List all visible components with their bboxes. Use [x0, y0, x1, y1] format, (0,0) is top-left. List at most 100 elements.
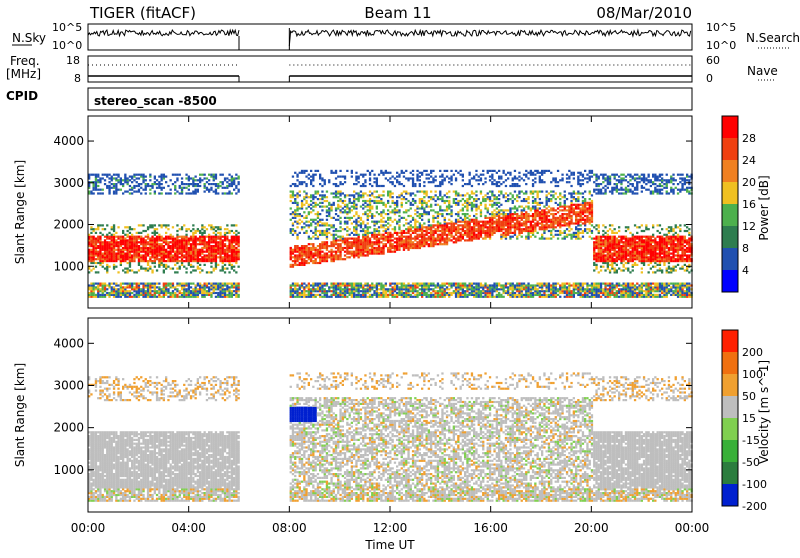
heatmap-cell [163, 174, 165, 176]
heatmap-cell [208, 258, 210, 260]
heatmap-cell [503, 172, 505, 174]
heatmap-cell [441, 224, 443, 226]
heatmap-cell [228, 239, 230, 241]
heatmap-cell [127, 226, 129, 228]
heatmap-cell [222, 239, 224, 241]
heatmap-cell [93, 192, 95, 194]
heatmap-cell [344, 209, 346, 211]
heatmap-cell [405, 170, 407, 172]
heatmap-cell [380, 286, 382, 288]
heatmap-cell [450, 239, 452, 241]
heatmap-cell [351, 243, 353, 245]
heatmap-cell [219, 290, 221, 292]
heatmap-cell [355, 224, 357, 226]
heatmap-cell [195, 176, 197, 178]
heatmap-cell [525, 226, 527, 228]
heatmap-cell [188, 243, 190, 245]
heatmap-cell [500, 224, 502, 226]
heatmap-cell [122, 183, 124, 185]
heatmap-cell [337, 230, 339, 232]
heatmap-cell [138, 269, 140, 271]
heatmap-cell [238, 258, 240, 260]
heatmap-cell [156, 183, 158, 185]
heatmap-cell [131, 260, 133, 262]
heatmap-cell [432, 234, 434, 236]
heatmap-cell [523, 174, 525, 176]
heatmap-cell [233, 241, 235, 243]
heatmap-cell [496, 215, 498, 217]
heatmap-cell [231, 230, 233, 232]
heatmap-cell [90, 226, 92, 228]
heatmap-cell [537, 290, 539, 292]
heatmap-cell [210, 236, 212, 238]
heatmap-cell [167, 241, 169, 243]
heatmap-cell [176, 251, 178, 253]
heatmap-cell [129, 179, 131, 181]
heatmap-cell [97, 284, 99, 286]
heatmap-cell [419, 213, 421, 215]
heatmap-cell [430, 191, 432, 193]
heatmap-cell [290, 191, 292, 193]
heatmap-cell [344, 181, 346, 183]
heatmap-cell [410, 207, 412, 209]
heatmap-cell [475, 209, 477, 211]
heatmap-cell [301, 200, 303, 202]
heatmap-cell [124, 238, 126, 240]
heatmap-cell [120, 183, 122, 185]
heatmap-cell [514, 176, 516, 178]
heatmap-cell [469, 224, 471, 226]
heatmap-cell [491, 224, 493, 226]
heatmap-cell [165, 236, 167, 238]
heatmap-cell [122, 269, 124, 271]
heatmap-cell [99, 241, 101, 243]
heatmap-cell [149, 245, 151, 247]
heatmap-cell [111, 286, 113, 288]
heatmap-cell [437, 284, 439, 286]
heatmap-cell [215, 236, 217, 238]
heatmap-cell [188, 183, 190, 185]
heatmap-cell [335, 219, 337, 221]
heatmap-cell [484, 194, 486, 196]
heatmap-cell [412, 241, 414, 243]
heatmap-cell [321, 284, 323, 286]
heatmap-cell [471, 191, 473, 193]
heatmap-cell [491, 192, 493, 194]
heatmap-cell [151, 183, 153, 185]
heatmap-cell [188, 262, 190, 264]
heatmap-cell [188, 258, 190, 260]
heatmap-cell [503, 226, 505, 228]
heatmap-cell [308, 294, 310, 296]
heatmap-cell [233, 232, 235, 234]
heatmap-cell [188, 251, 190, 253]
heatmap-cell [147, 234, 149, 236]
heatmap-cell [305, 176, 307, 178]
heatmap-cell [133, 176, 135, 178]
heatmap-cell [324, 230, 326, 232]
heatmap-cell [353, 234, 355, 236]
heatmap-cell [145, 284, 147, 286]
heatmap-cell [149, 256, 151, 258]
heatmap-cell [421, 174, 423, 176]
heatmap-cell [140, 232, 142, 234]
heatmap-cell [421, 226, 423, 228]
heatmap-cell [500, 238, 502, 240]
heatmap-cell [457, 219, 459, 221]
heatmap-cell [387, 192, 389, 194]
heatmap-cell [457, 283, 459, 285]
heatmap-cell [106, 247, 108, 249]
heatmap-cell [530, 290, 532, 292]
heatmap-cell [367, 222, 369, 224]
heatmap-cell [523, 288, 525, 290]
heatmap-cell [181, 251, 183, 253]
heatmap-cell [142, 245, 144, 247]
heatmap-cell [498, 292, 500, 294]
heatmap-cell [290, 254, 292, 256]
heatmap-cell [448, 232, 450, 234]
heatmap-cell [127, 290, 129, 292]
heatmap-cell [498, 284, 500, 286]
heatmap-cell [398, 174, 400, 176]
heatmap-cell [124, 283, 126, 285]
heatmap-cell [527, 217, 529, 219]
heatmap-cell [231, 192, 233, 194]
heatmap-cell [321, 296, 323, 298]
